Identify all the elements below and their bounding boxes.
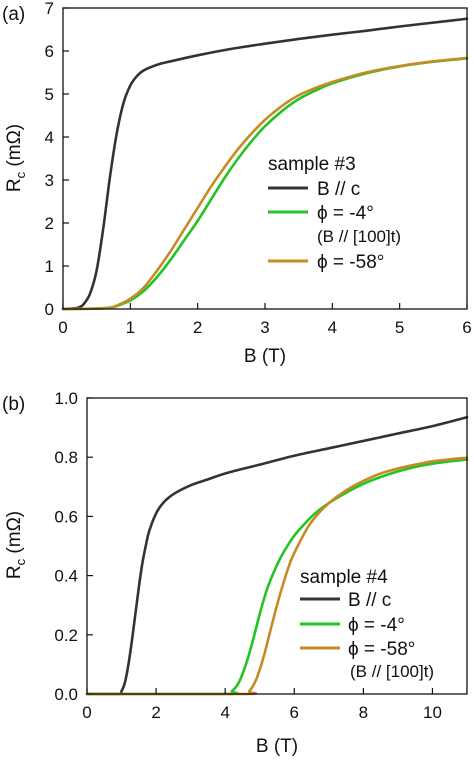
panel-b-legend-label-phi-minus-4: ϕ = -4°	[348, 615, 405, 636]
panel-b-y-axis-unit: (mΩ)	[4, 511, 25, 559]
panel-a-legend-title: sample #3	[268, 154, 356, 175]
panel-a-y-axis-subscript: c	[13, 171, 28, 178]
panel-b-x-tick-label: 0	[82, 703, 91, 722]
panel-label-b: (b)	[2, 394, 25, 415]
panel-b-x-axis-title: B (T)	[256, 736, 298, 757]
panel-label-a: (a)	[2, 4, 25, 25]
panel-a-series-b-c-line	[61, 17, 469, 311]
panel-a-x-tick-label: 4	[328, 318, 337, 337]
panel-b-y-tick-label: 1.0	[54, 389, 78, 408]
panel-b-x-tick-label: 2	[151, 703, 160, 722]
panel-a-ticks: 0 1 2 3 4 5 6 0 1 2 3 4 5 6 7	[45, 0, 472, 337]
panel-b: (b) 0 2 4 6 8 10 0.0 0.2 0.4 0.6 0.8 1.0 B (T) Rc (…	[2, 389, 469, 757]
panel-b-series-58-line	[85, 456, 469, 696]
panel-a-series	[61, 17, 469, 311]
panel-a-legend-label-phi-minus-58: ϕ = -58°	[317, 252, 384, 273]
panel-b-series-4-line	[85, 458, 469, 696]
panel-a-y-tick-label: 0	[45, 300, 54, 319]
panel-a-series-58-line	[61, 56, 469, 311]
panel-b-y-axis-symbol: R	[4, 565, 25, 579]
panel-a-y-tick-label: 7	[45, 0, 54, 18]
panel-a-x-tick-label: 2	[193, 318, 202, 337]
panel-a: (a) 0 1 2 3 4 5 6 0 1 2 3 4 5 6 7 B (T) Rc (mΩ) sample…	[2, 0, 472, 367]
panel-a-legend-label-b-parallel-c: B // c	[317, 179, 360, 200]
panel-a-x-tick-label: 6	[462, 318, 471, 337]
panel-a-y-tick-label: 1	[45, 257, 54, 276]
panel-b-legend-note-phi-minus-58: (B // [100]t)	[350, 662, 434, 681]
panel-b-y-tick-label: 0.2	[54, 626, 78, 645]
panel-b-y-tick-label: 0.6	[54, 507, 78, 526]
panel-b-legend-label-phi-minus-58: ϕ = -58°	[348, 639, 415, 660]
panel-b-y-tick-label: 0.0	[54, 685, 78, 704]
panel-b-y-axis-title: Rc (mΩ)	[4, 511, 28, 579]
panel-a-plot-frame	[62, 7, 468, 310]
panel-b-y-tick-label: 0.4	[54, 567, 78, 586]
panel-a-x-axis-title: B (T)	[244, 346, 286, 367]
panel-b-series	[85, 415, 469, 696]
panel-a-x-tick-label: 5	[395, 318, 404, 337]
panel-b-y-tick-label: 0.8	[54, 448, 78, 467]
panel-b-x-tick-label: 6	[290, 703, 299, 722]
panel-b-legend: sample #4 B // c ϕ = -4° ϕ = -58° (B // …	[300, 567, 434, 681]
panel-b-x-tick-label: 4	[220, 703, 229, 722]
panel-a-y-tick-label: 5	[45, 85, 54, 104]
panel-b-plot-frame	[86, 397, 468, 695]
panel-b-legend-label-b-parallel-c: B // c	[348, 590, 391, 611]
panel-a-y-tick-label: 4	[45, 128, 54, 147]
panel-a-legend-label-phi-minus-4: ϕ = -4°	[317, 203, 374, 224]
panel-a-y-axis-title: Rc (mΩ)	[4, 124, 28, 192]
panel-b-x-tick-label: 10	[423, 703, 442, 722]
panel-b-y-axis-subscript: c	[13, 558, 28, 565]
panel-a-y-axis-symbol: R	[4, 178, 25, 192]
panel-a-y-tick-label: 2	[45, 214, 54, 233]
panel-b-ticks: 0 2 4 6 8 10 0.0 0.2 0.4 0.6 0.8 1.0	[54, 389, 442, 722]
panel-a-legend-note-phi-minus-4: (B // [100]t)	[317, 227, 401, 246]
panel-a-x-tick-label: 1	[126, 318, 135, 337]
panel-b-x-tick-label: 8	[359, 703, 368, 722]
panel-a-x-tick-label: 3	[260, 318, 269, 337]
panel-a-x-tick-label: 0	[58, 318, 67, 337]
panel-a-series-4-line	[61, 57, 469, 311]
panel-a-legend: sample #3 B // c ϕ = -4° (B // [100]t) ϕ…	[268, 154, 401, 273]
panel-b-series-b-c-line	[85, 415, 469, 696]
panel-b-legend-title: sample #4	[300, 567, 388, 588]
panel-a-y-tick-label: 6	[45, 42, 54, 61]
panel-a-y-tick-label: 3	[45, 171, 54, 190]
panel-a-y-axis-unit: (mΩ)	[4, 124, 25, 172]
